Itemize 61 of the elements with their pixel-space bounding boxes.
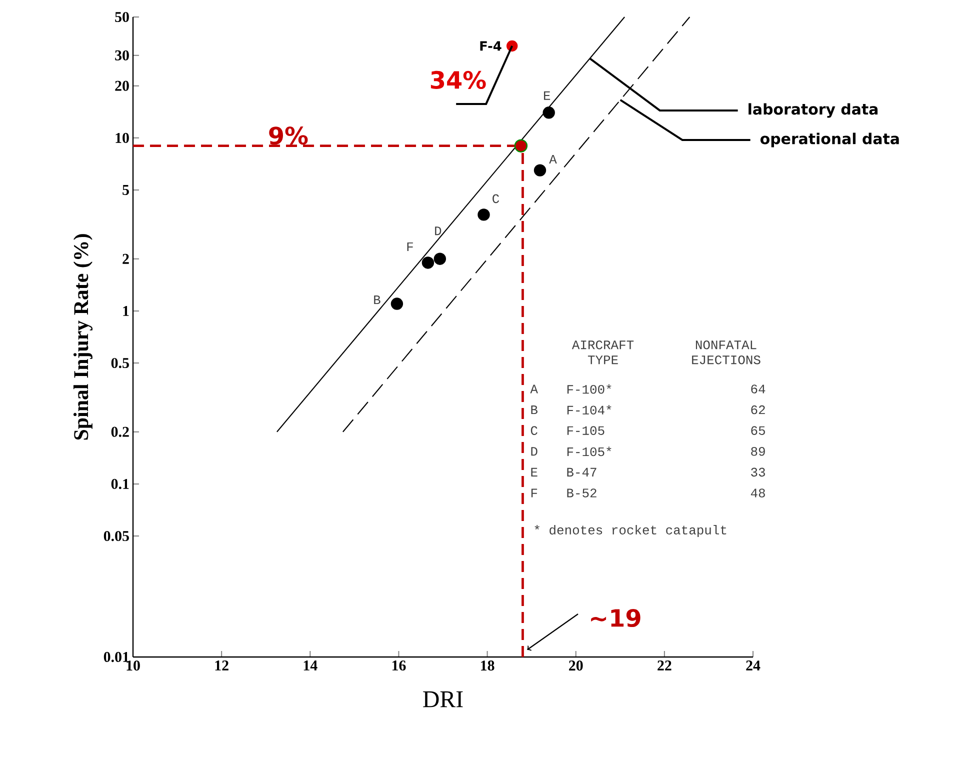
y-tick-label: 0.01 bbox=[104, 652, 129, 662]
annotation: A bbox=[530, 384, 538, 394]
annotation: B-47 bbox=[567, 468, 596, 476]
annotation: F-100* bbox=[567, 384, 612, 394]
y-axis-title: Spinal Injury Rate (%) bbox=[73, 234, 92, 440]
point bbox=[478, 208, 490, 221]
point bbox=[422, 256, 434, 269]
point bbox=[542, 106, 555, 119]
text: operational data bbox=[760, 132, 899, 148]
x-tick-label: 24 bbox=[746, 660, 760, 670]
ref-line-label: 9% bbox=[269, 126, 308, 145]
annotation: D bbox=[531, 447, 538, 456]
annotation: F bbox=[407, 242, 413, 251]
x-tick-label: 18 bbox=[481, 660, 494, 671]
point bbox=[434, 252, 446, 265]
annotation: F-104* bbox=[567, 405, 612, 415]
y-tick-label: 5 bbox=[122, 185, 129, 195]
annotation: NONFATAL EJECTIONS bbox=[692, 340, 760, 364]
y-tick-label: 2 bbox=[122, 254, 129, 264]
x-axis-title: DRI bbox=[423, 691, 463, 708]
annotation: B-52 bbox=[567, 488, 596, 498]
annotation: F bbox=[531, 488, 538, 498]
annotation: C bbox=[530, 426, 538, 435]
series-label: F-4 bbox=[480, 41, 502, 51]
annotation: D bbox=[435, 226, 442, 236]
y-tick-label: 1 bbox=[123, 306, 129, 316]
annotation: F-105* bbox=[567, 446, 612, 456]
y-tick-label: 0.1 bbox=[111, 478, 129, 490]
x-tick-label: 22 bbox=[658, 660, 672, 670]
annotation: 65 bbox=[751, 426, 765, 435]
annotation: AIRCRAFT TYPE bbox=[572, 340, 634, 364]
data-label: 34% bbox=[430, 70, 486, 90]
point bbox=[514, 139, 528, 152]
y-tick-label: 0.05 bbox=[104, 530, 129, 542]
y-tick-label: 50 bbox=[115, 12, 129, 22]
x-tick-label: 20 bbox=[569, 660, 583, 671]
annotation: * denotes rocket catapult bbox=[534, 524, 726, 538]
annotation: A bbox=[549, 155, 557, 164]
annotation: E bbox=[544, 91, 550, 100]
x-tick-label: 12 bbox=[215, 660, 228, 670]
annotation: E bbox=[531, 468, 538, 476]
annotation: 33 bbox=[751, 468, 765, 477]
point bbox=[390, 298, 404, 310]
x-tick-label: 14 bbox=[304, 660, 318, 670]
annotation: B bbox=[531, 406, 538, 414]
annotation: C bbox=[492, 194, 500, 204]
y-tick-label: 0.5 bbox=[111, 358, 129, 368]
y-tick-label: 0.2 bbox=[111, 426, 129, 437]
x-tick-label: 16 bbox=[392, 660, 406, 671]
y-tick-label: 30 bbox=[115, 50, 129, 60]
annotation: 64 bbox=[751, 384, 766, 394]
point bbox=[534, 164, 546, 176]
annotation: F-105 bbox=[567, 426, 604, 435]
annotation: 89 bbox=[751, 446, 765, 456]
text: laboratory data bbox=[748, 103, 878, 118]
annotation: B bbox=[374, 296, 380, 304]
annotation: 48 bbox=[750, 488, 765, 498]
annotation: 62 bbox=[751, 405, 765, 414]
y-tick-label: 10 bbox=[116, 132, 129, 143]
y-tick-label: 20 bbox=[115, 80, 129, 91]
ref-line-label: ~19 bbox=[591, 608, 640, 628]
